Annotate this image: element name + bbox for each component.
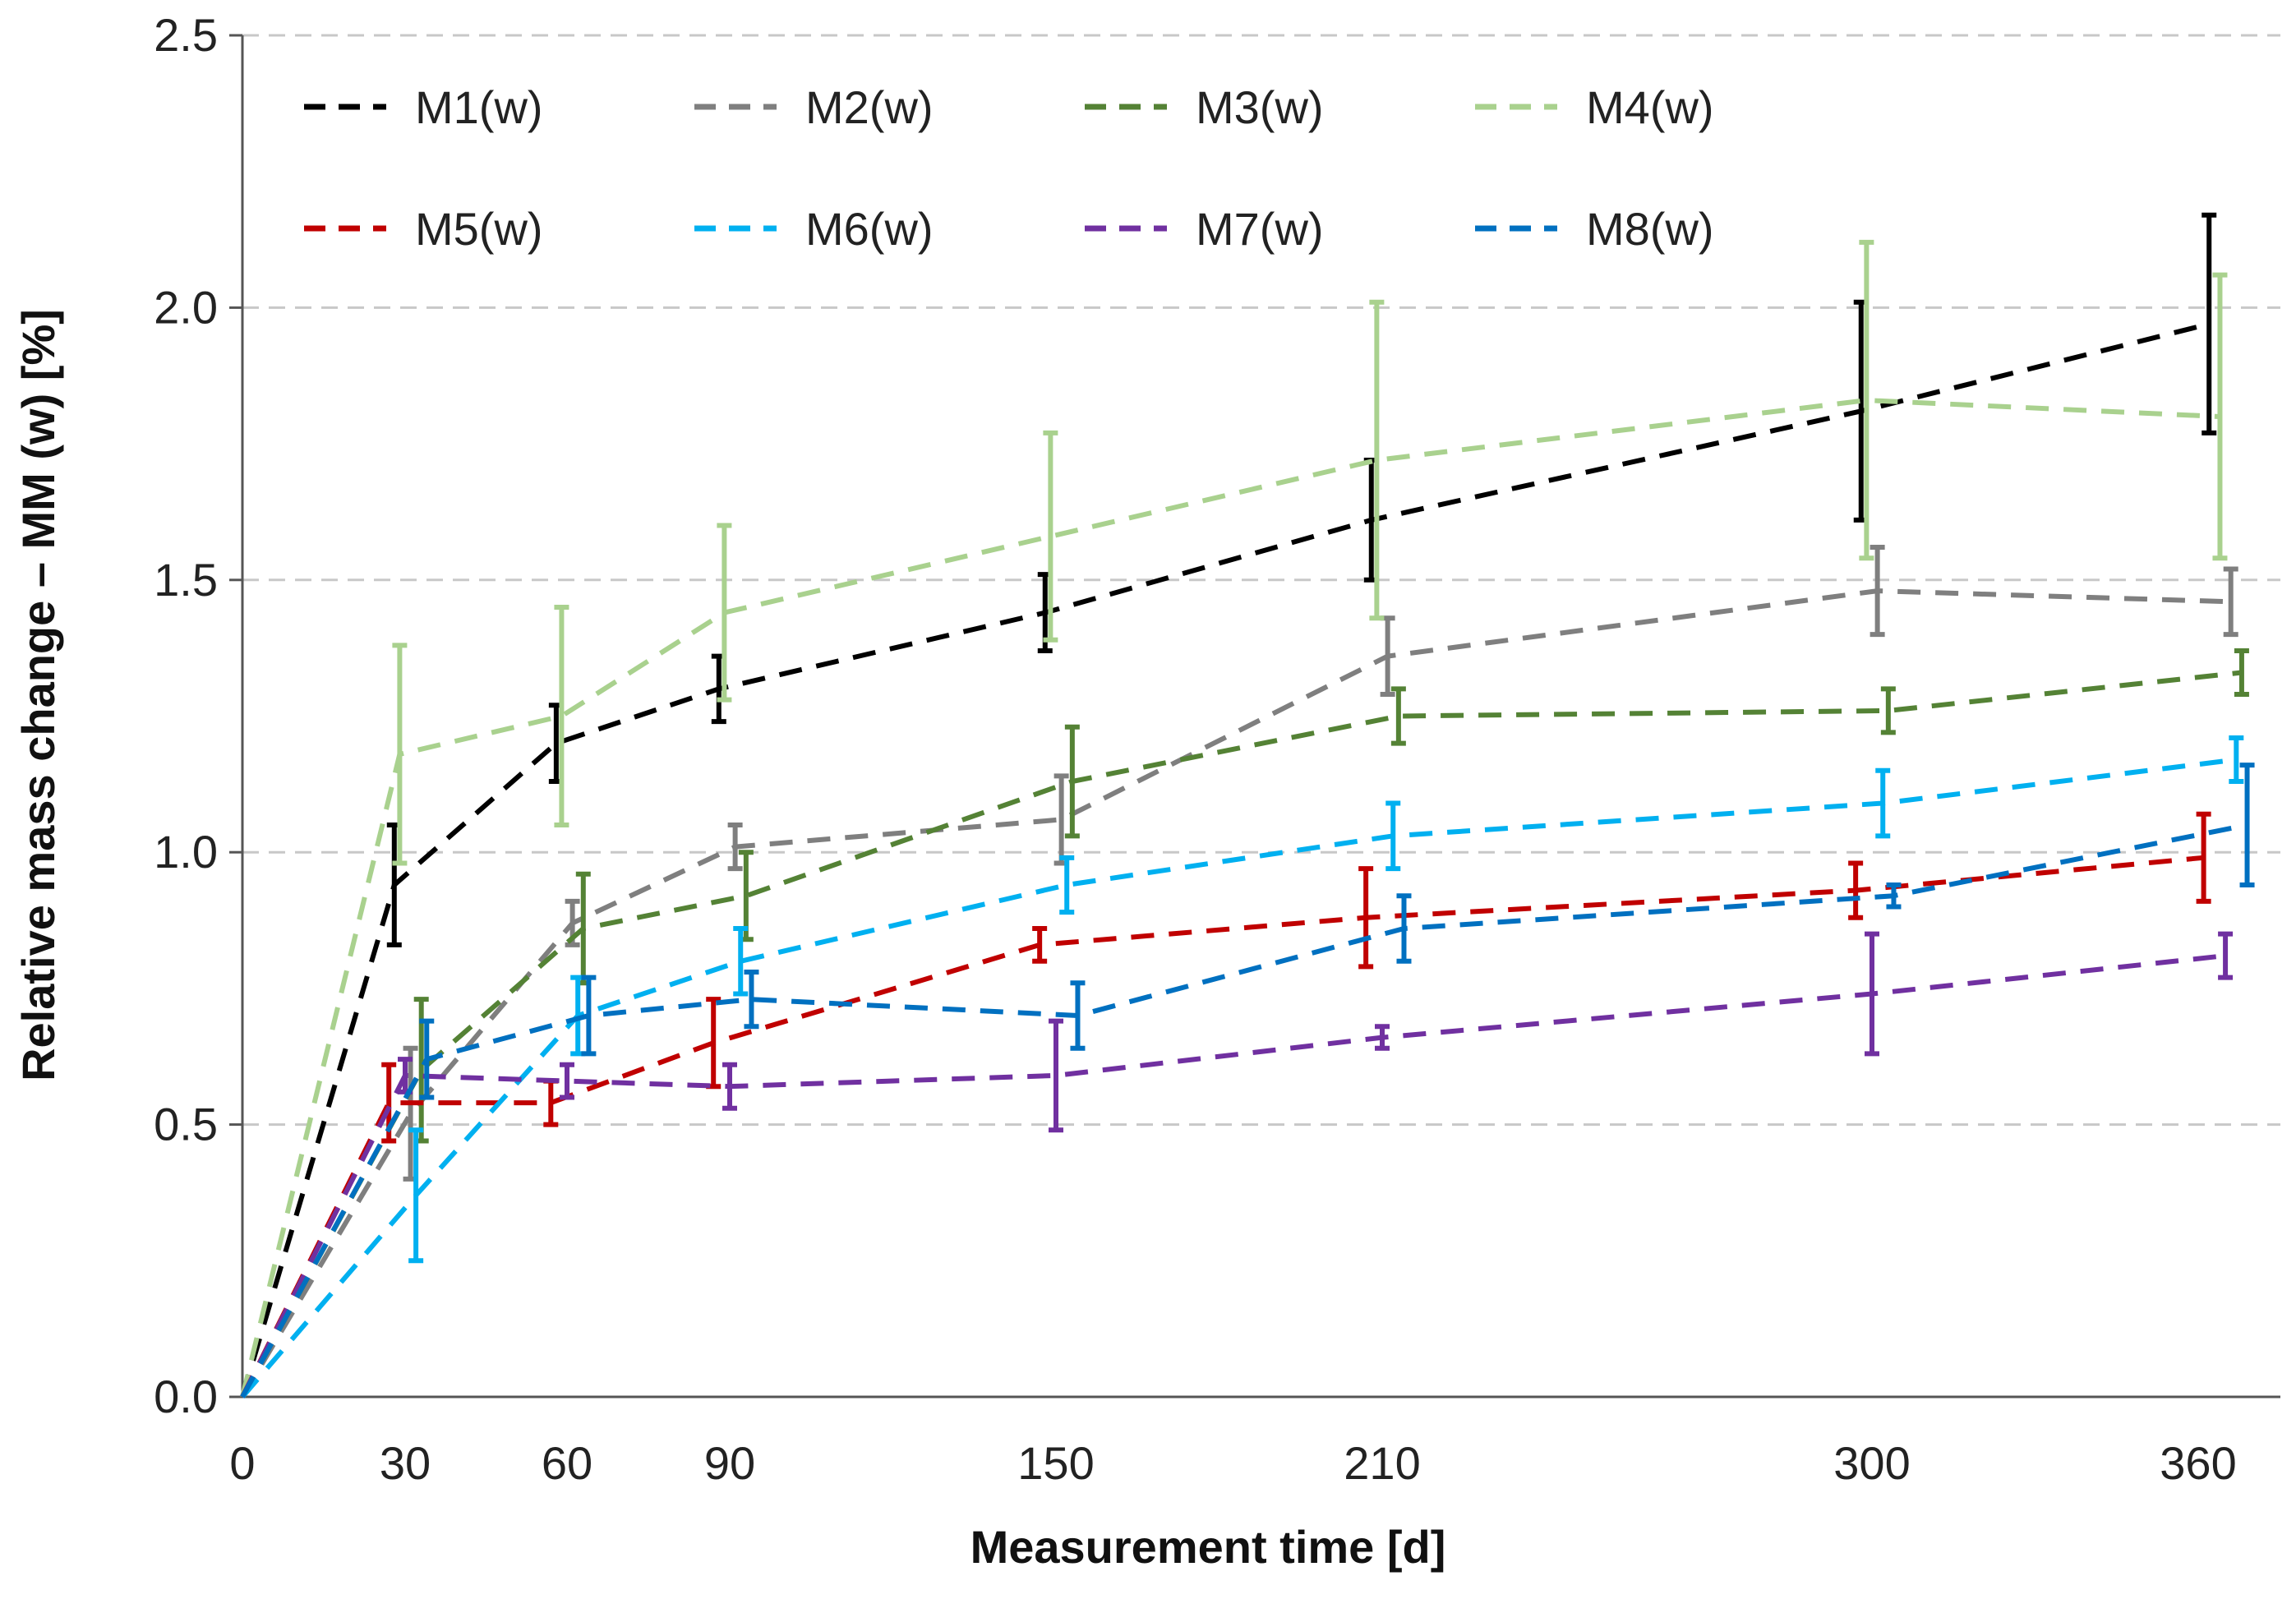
legend-item: M3(w) (1085, 81, 1324, 133)
error-bar (727, 823, 743, 872)
error-bar (2196, 811, 2211, 904)
error-bar (2234, 647, 2249, 697)
error-bar (1032, 925, 1048, 964)
legend-item: M8(w) (1475, 203, 1714, 255)
y-tick-label: 0.5 (154, 1099, 218, 1150)
error-bar (1886, 882, 1902, 910)
legend-label: M4(w) (1586, 81, 1714, 133)
error-bar (717, 523, 732, 703)
legend-item: M2(w) (694, 81, 934, 133)
series-line (240, 398, 2220, 1398)
x-tick-label: 210 (1344, 1437, 1420, 1489)
error-bar (744, 970, 759, 1030)
legend-label: M2(w) (805, 81, 934, 133)
error-bar (2229, 735, 2244, 785)
error-bar (1375, 1024, 1390, 1051)
error-bar (1369, 299, 1385, 621)
error-bar (419, 1018, 435, 1100)
error-bar (2201, 212, 2217, 435)
legend-item: M4(w) (1475, 81, 1714, 133)
error-bar (1064, 724, 1080, 839)
legend-item: M6(w) (694, 203, 934, 255)
gridlines (242, 34, 2280, 1127)
legend-label: M6(w) (805, 203, 934, 255)
error-bar (1875, 767, 1891, 839)
y-tick-label: 1.5 (154, 554, 218, 606)
series-m7-w (240, 931, 2234, 1399)
error-bar (575, 871, 591, 986)
x-tick-label: 0 (229, 1437, 255, 1489)
y-tick-label: 0.0 (154, 1371, 218, 1422)
error-bar (554, 604, 569, 828)
error-bar (1859, 239, 1874, 561)
series-m1-w (240, 212, 2217, 1398)
error-bar (2212, 272, 2228, 561)
series-line (240, 588, 2231, 1399)
series-line (240, 855, 2204, 1399)
error-bar (2223, 566, 2238, 638)
x-tick-label: 300 (1833, 1437, 1910, 1489)
y-tick-label: 1.0 (154, 826, 218, 878)
x-tick-label: 90 (704, 1437, 755, 1489)
x-tick-label: 150 (1017, 1437, 1094, 1489)
error-bar (1870, 545, 1885, 638)
legend-item: M5(w) (304, 203, 543, 255)
error-bar (2239, 763, 2255, 887)
error-bar (581, 975, 597, 1057)
legend-item: M7(w) (1085, 203, 1324, 255)
series-line (240, 823, 2248, 1399)
legend-label: M3(w) (1196, 81, 1324, 133)
axes: 0.0 0.5 1.0 1.5 2.0 2.5 0 30 60 90 150 210 300 360 (154, 9, 2280, 1489)
series-line (240, 321, 2210, 1398)
error-bar (1043, 430, 1058, 643)
y-axis-title: Relative mass change – MM (w) [%] (12, 309, 64, 1081)
series-group (240, 212, 2255, 1399)
error-bar (1385, 800, 1401, 872)
series-line (240, 953, 2226, 1399)
error-bar (1070, 980, 1086, 1051)
legend-item: M1(w) (304, 81, 543, 133)
series-m4-w (240, 239, 2228, 1398)
error-bar (1865, 931, 1879, 1057)
error-bar (1848, 860, 1864, 920)
legend-label: M1(w) (415, 81, 543, 133)
error-bar (392, 643, 408, 866)
series-m8-w (240, 763, 2255, 1399)
error-bar (1396, 893, 1412, 964)
x-axis-title: Measurement time [d] (970, 1521, 1446, 1573)
error-bar (408, 1127, 424, 1264)
error-bar (1049, 1018, 1063, 1133)
legend-label: M7(w) (1196, 203, 1324, 255)
series-m5-w (240, 811, 2211, 1399)
legend: M1(w) M2(w) M3(w) M4(w) M5(w) M6(w) M7(w) M8(w) (304, 81, 1714, 255)
error-bar (722, 1062, 737, 1111)
series-m2-w (240, 545, 2238, 1399)
series-line (240, 670, 2243, 1399)
x-tick-label: 60 (542, 1437, 592, 1489)
error-bar (1880, 686, 1896, 735)
series-line (240, 757, 2237, 1399)
legend-label: M8(w) (1586, 203, 1714, 255)
series-m3-w (240, 647, 2249, 1399)
error-bar (560, 1062, 574, 1100)
series-m6-w (240, 735, 2244, 1399)
error-bar (2218, 931, 2234, 980)
y-tick-label: 2.5 (154, 9, 218, 61)
y-tick-label: 2.0 (154, 281, 218, 333)
error-bar (1390, 686, 1406, 746)
legend-label: M5(w) (415, 203, 543, 255)
x-tick-label: 360 (2160, 1437, 2236, 1489)
error-bar (1358, 866, 1374, 970)
error-bar (733, 925, 749, 997)
x-tick-label: 30 (380, 1437, 431, 1489)
error-bar (1059, 855, 1075, 915)
